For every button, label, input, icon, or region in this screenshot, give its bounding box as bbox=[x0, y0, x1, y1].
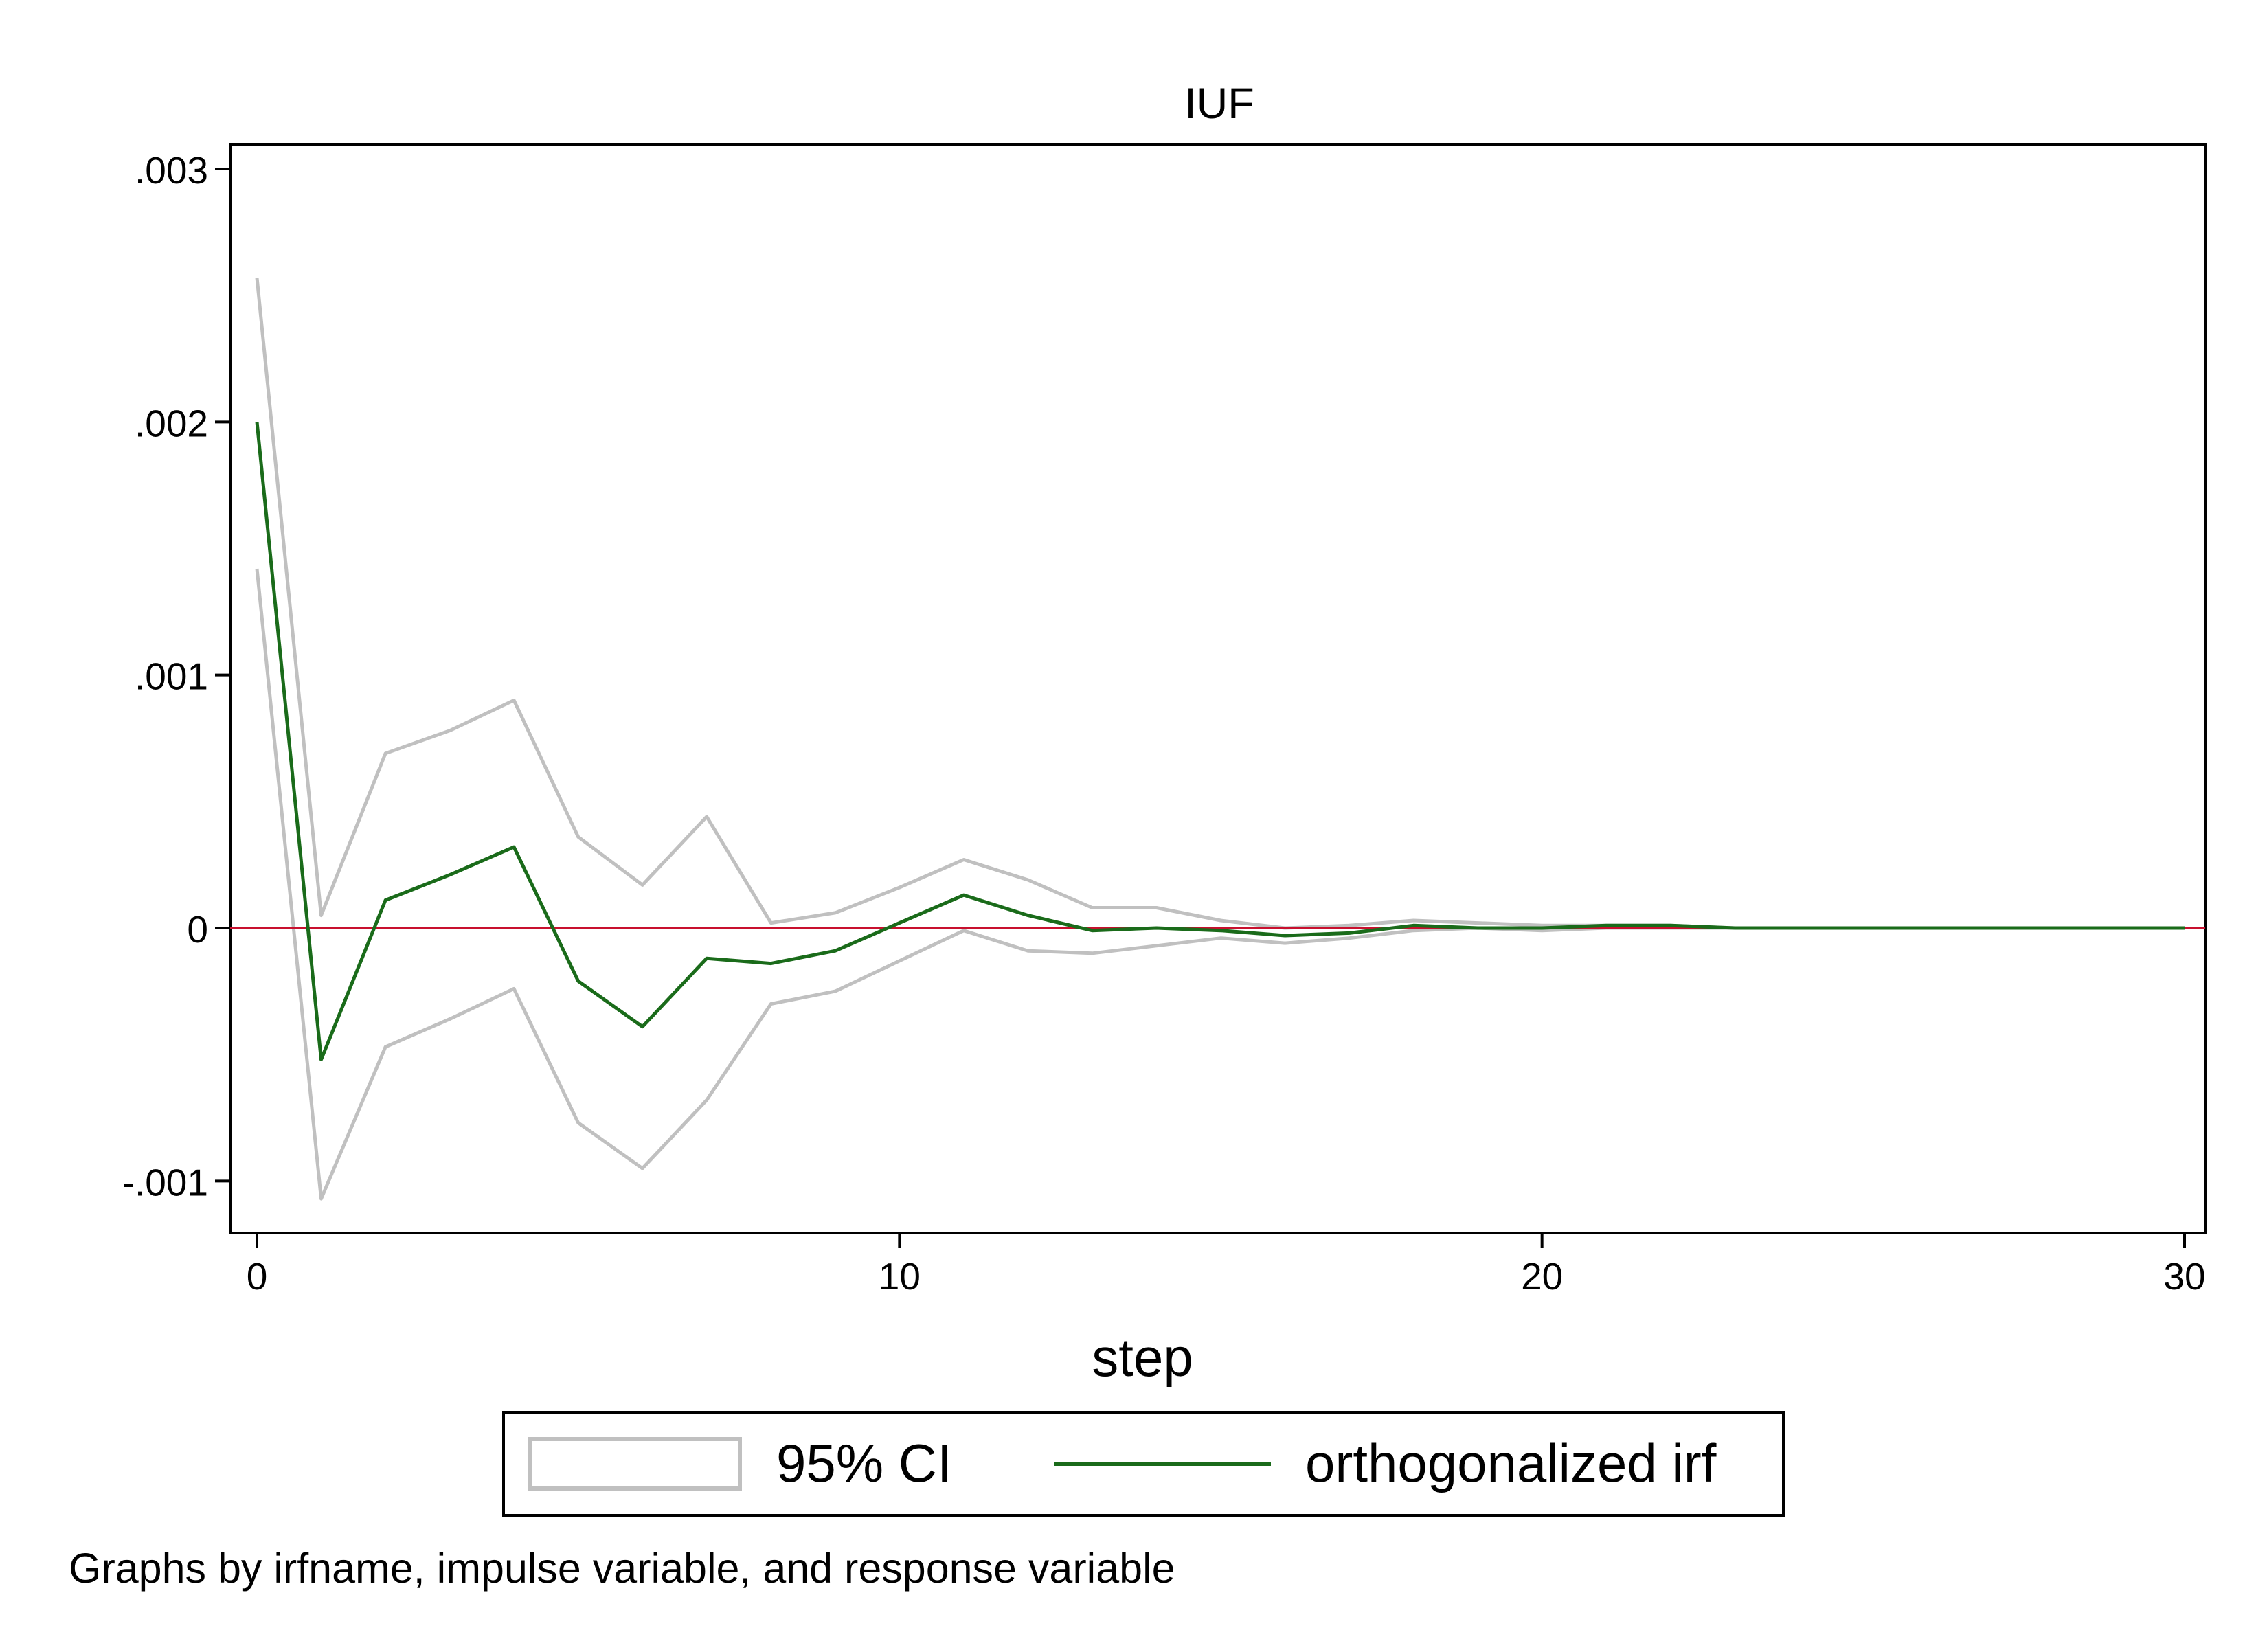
y-tick-label-3: 0 bbox=[187, 908, 208, 951]
y-tick-label-4: -.001 bbox=[122, 1161, 208, 1203]
y-tick-label-0: .003 bbox=[135, 149, 208, 192]
plot-area bbox=[229, 143, 2207, 1234]
x-tick-label-1: 10 bbox=[879, 1255, 921, 1298]
series-layer bbox=[230, 278, 2205, 1201]
x-axis: 0 10 20 30 bbox=[247, 1233, 2206, 1298]
legend-ci-label: 95% CI bbox=[776, 1433, 952, 1493]
y-axis: .003 .002 .001 0 -.001 bbox=[122, 149, 230, 1203]
x-tick-label-3: 30 bbox=[2163, 1255, 2205, 1298]
x-tick-label-0: 0 bbox=[247, 1255, 268, 1298]
y-tick-label-1: .002 bbox=[135, 402, 208, 444]
x-axis-label: step bbox=[1092, 1327, 1193, 1388]
graph-note: Graphs by irfname, impulse variable, and… bbox=[69, 1545, 1175, 1592]
chart-title: IUF bbox=[1184, 80, 1254, 128]
x-tick-label-2: 20 bbox=[1521, 1255, 1563, 1298]
legend-ci-swatch bbox=[528, 1437, 742, 1491]
legend: 95% CI orthogonalized irf bbox=[502, 1411, 1785, 1517]
irf-line bbox=[255, 422, 2185, 1061]
legend-irf-label: orthogonalized irf bbox=[1305, 1433, 1717, 1493]
y-tick-label-2: .001 bbox=[135, 655, 208, 698]
